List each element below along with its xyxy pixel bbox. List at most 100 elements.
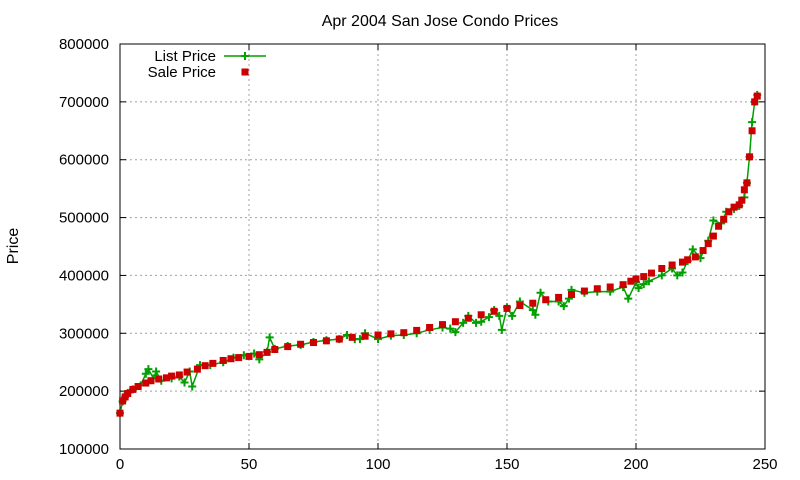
legend: List Price Sale Price — [148, 48, 266, 81]
sale-price-point — [668, 261, 676, 269]
list-price-point — [472, 318, 481, 327]
list-price-point — [688, 245, 697, 254]
x-tick-label: 200 — [623, 456, 648, 473]
list-price-point — [459, 318, 468, 327]
sale-price-point — [201, 362, 209, 370]
sale-price-point — [193, 365, 201, 373]
list-price-point — [673, 271, 682, 280]
sale-price-point — [335, 335, 343, 343]
sale-price-point — [227, 355, 235, 363]
sale-price-point — [542, 296, 550, 304]
sale-price-point — [129, 385, 137, 393]
sale-price-point — [580, 287, 588, 295]
sale-price-point — [310, 339, 317, 347]
sale-price-point — [619, 281, 627, 289]
list-price-point — [536, 288, 545, 297]
y-tick-label: 300000 — [59, 325, 109, 342]
sale-price-point — [322, 337, 330, 345]
series-layer — [116, 90, 762, 418]
list-price-point — [709, 216, 718, 225]
sale-price-point — [439, 321, 446, 329]
sale-price-point — [219, 356, 227, 364]
sale-price-point — [748, 127, 756, 135]
sale-price-point — [284, 343, 292, 351]
list-price-point — [624, 294, 633, 303]
sale-price-point — [529, 299, 537, 307]
list-price-point — [144, 365, 153, 374]
list-price-point — [528, 306, 537, 315]
sale-price-point — [568, 291, 575, 299]
x-tick-label: 50 — [241, 456, 258, 473]
x-tick-label: 100 — [365, 456, 390, 473]
sale-price-point — [134, 383, 142, 391]
sale-price-point — [142, 379, 150, 387]
sale-price-point — [684, 256, 692, 264]
sale-price-point — [503, 304, 511, 312]
sale-price-point — [155, 375, 163, 383]
x-tick-label: 250 — [752, 456, 777, 473]
sale-price-point — [245, 352, 253, 360]
sale-price-point — [168, 372, 176, 380]
sale-price-point — [426, 324, 434, 331]
legend-label-sale-price: Sale Price — [148, 64, 216, 81]
sale-price-point — [147, 377, 155, 385]
sale-price-point — [640, 273, 648, 281]
sale-price-point — [738, 196, 746, 204]
sale-price-point — [709, 232, 717, 240]
list-price-point — [495, 311, 504, 320]
list-price-point — [477, 317, 486, 326]
sale-price-point — [374, 331, 382, 339]
y-axis-label: Price — [5, 228, 22, 265]
sale-price-point — [477, 311, 485, 319]
sale-price-point — [632, 275, 640, 283]
sale-price-point — [255, 351, 263, 359]
sale-price-point — [116, 409, 124, 417]
legend-label-list-price: List Price — [154, 48, 216, 65]
sale-price-point — [735, 201, 743, 209]
x-tick-label: 150 — [494, 456, 519, 473]
sale-price-point — [740, 186, 748, 194]
list-price-point — [446, 324, 455, 333]
sale-price-point — [209, 359, 217, 367]
sale-price-point — [516, 302, 524, 310]
sale-price-point — [387, 330, 395, 338]
y-tick-label: 100000 — [59, 441, 109, 458]
sale-price-point — [725, 208, 733, 216]
sale-price-point — [400, 329, 408, 337]
list-price-point — [678, 268, 687, 277]
sale-price-point — [555, 293, 563, 301]
sale-price-point — [464, 314, 472, 322]
y-tick-label: 800000 — [59, 36, 109, 53]
y-tick-label: 500000 — [59, 210, 109, 227]
list-price-point — [634, 284, 643, 293]
list-price-point — [508, 311, 517, 320]
axis-layer: 100000 200000 300000 400000 500000 600000 7000… — [59, 36, 778, 473]
sale-price-point — [753, 92, 761, 100]
list-price-point — [657, 271, 666, 280]
list-price-point — [484, 313, 493, 322]
list-price-point — [451, 328, 460, 337]
list-price-point — [748, 118, 757, 127]
sale-price-point — [746, 153, 754, 161]
sale-price-point — [297, 340, 305, 348]
sale-price-point — [271, 345, 279, 353]
sale-price-point — [263, 348, 271, 356]
sale-price-point — [124, 389, 132, 397]
sale-price-point — [361, 332, 369, 340]
sale-price-point — [490, 307, 498, 315]
sale-price-point — [691, 253, 699, 261]
x-tick-label: 0 — [116, 456, 124, 473]
list-price-point — [497, 325, 506, 334]
list-price-point — [644, 277, 653, 286]
sale-price-point — [658, 264, 666, 272]
sale-price-point — [183, 368, 191, 376]
plot-border — [119, 43, 766, 450]
y-tick-label: 700000 — [59, 94, 109, 111]
sale-price-point — [743, 179, 751, 187]
sale-price-point — [119, 397, 127, 405]
list-price-point — [531, 310, 540, 319]
list-price-point — [188, 382, 197, 391]
sale-price-point — [647, 269, 655, 277]
